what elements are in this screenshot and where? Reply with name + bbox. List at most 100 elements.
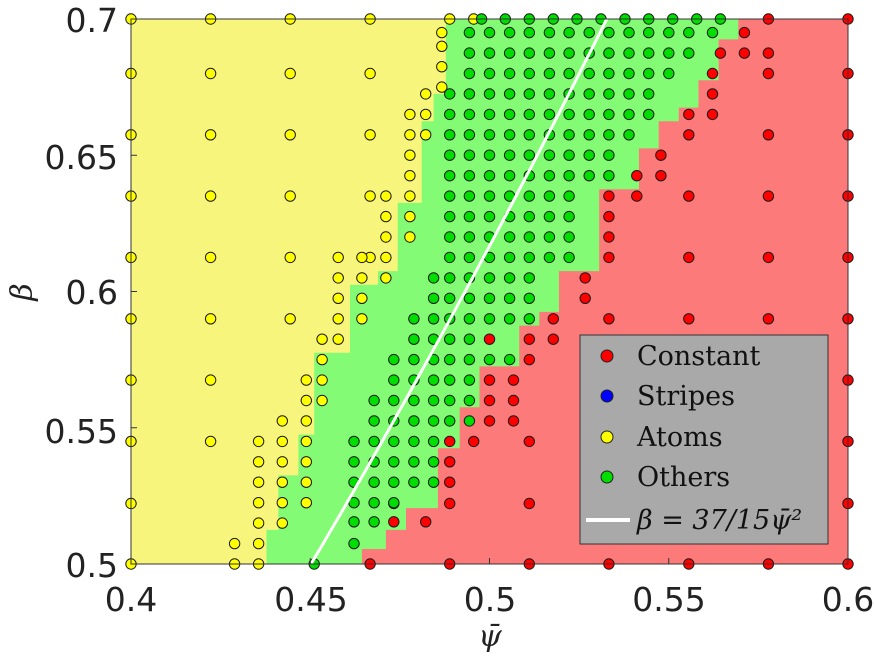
point-others — [603, 149, 615, 161]
y-axis: 0.5 0.55 0.6 0.65 0.7 β — [5, 1, 118, 585]
point-others — [523, 108, 535, 121]
point-others — [503, 292, 516, 304]
point-atoms — [252, 435, 265, 448]
point-others — [563, 231, 575, 243]
x-tick-label: 0.6 — [822, 580, 874, 619]
point-others — [408, 333, 420, 345]
point-constant — [603, 231, 615, 243]
point-constant — [706, 108, 719, 121]
point-others — [483, 210, 496, 223]
legend-marker-atoms — [600, 430, 614, 444]
region-atoms — [131, 19, 446, 564]
point-constant — [603, 190, 615, 202]
point-atoms — [252, 456, 265, 468]
point-others — [463, 149, 476, 161]
legend-label-stripes: Stripes — [637, 381, 735, 412]
point-others — [503, 47, 516, 59]
point-constant — [420, 516, 432, 528]
point-others — [463, 170, 476, 182]
legend-label-curve: β = 37/15ψ̄² — [636, 505, 802, 536]
point-others — [623, 129, 635, 141]
point-atoms — [300, 476, 312, 488]
point-atoms — [252, 497, 265, 509]
legend-marker-stripes — [600, 389, 614, 403]
point-others — [483, 129, 496, 141]
point-constant — [579, 272, 591, 284]
point-others — [408, 476, 420, 488]
point-others — [444, 394, 456, 407]
point-others — [563, 108, 575, 121]
point-others — [523, 231, 535, 243]
point-atoms — [404, 210, 416, 223]
point-others — [583, 108, 595, 121]
point-constant — [706, 88, 719, 100]
point-others — [388, 435, 400, 448]
point-others — [388, 476, 400, 488]
point-others — [444, 231, 456, 243]
point-constant — [762, 129, 775, 141]
point-atoms — [380, 272, 392, 284]
point-atoms — [364, 67, 376, 80]
point-others — [444, 272, 456, 284]
legend-box — [579, 334, 829, 545]
y-tick-label: 0.6 — [66, 273, 118, 312]
legend: Constant Stripes Atoms Others β = 37/15ψ… — [579, 334, 829, 545]
point-constant — [444, 497, 456, 510]
point-others — [463, 47, 476, 59]
point-others — [444, 170, 456, 182]
point-others — [523, 272, 535, 284]
point-constant — [655, 170, 667, 182]
point-others — [643, 67, 655, 80]
point-others — [523, 190, 535, 202]
point-constant — [523, 333, 535, 345]
point-others — [603, 170, 615, 182]
point-others — [663, 47, 675, 59]
point-others — [444, 415, 456, 427]
point-others — [523, 292, 535, 304]
point-others — [543, 190, 556, 202]
point-atoms — [300, 435, 312, 448]
point-atoms — [284, 313, 296, 325]
point-atoms — [436, 40, 448, 52]
point-constant — [762, 313, 775, 325]
point-others — [503, 313, 516, 325]
point-constant — [444, 476, 456, 488]
point-others — [503, 67, 516, 80]
point-others — [563, 149, 575, 161]
point-others — [388, 353, 400, 366]
point-others — [563, 170, 575, 182]
point-others — [623, 67, 635, 80]
point-others — [388, 497, 400, 509]
point-others — [483, 88, 496, 100]
point-others — [503, 272, 516, 284]
point-others — [583, 149, 595, 161]
point-others — [643, 26, 655, 39]
point-others — [348, 497, 360, 509]
point-others — [463, 26, 476, 39]
point-others — [683, 47, 695, 59]
point-others — [408, 415, 420, 427]
point-atoms — [316, 394, 328, 407]
point-others — [427, 394, 440, 407]
point-atoms — [380, 210, 392, 223]
point-atoms — [276, 517, 288, 529]
point-others — [444, 353, 456, 366]
point-others — [427, 313, 440, 325]
point-atoms — [204, 251, 217, 264]
point-atoms — [276, 456, 288, 468]
point-others — [543, 170, 556, 182]
point-atoms — [404, 108, 416, 121]
point-others — [388, 456, 400, 468]
point-others — [543, 149, 556, 161]
x-tick-label: 0.4 — [105, 580, 157, 619]
point-others — [503, 129, 516, 141]
point-others — [523, 129, 535, 141]
point-atoms — [380, 190, 392, 202]
point-constant — [483, 415, 496, 427]
point-others — [368, 394, 380, 407]
point-others — [603, 47, 615, 59]
point-atoms — [404, 231, 416, 243]
point-others — [643, 88, 655, 100]
y-axis-label: β — [5, 283, 40, 301]
point-others — [523, 251, 535, 264]
